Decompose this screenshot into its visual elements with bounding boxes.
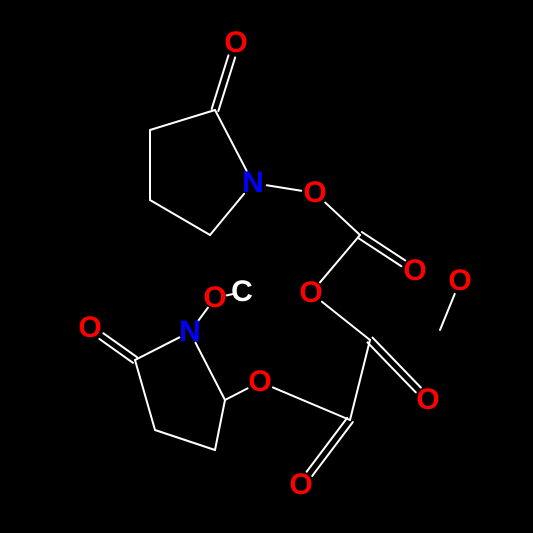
atom-o: O: [416, 383, 439, 417]
atom-o: O: [303, 176, 326, 210]
atom-n: N: [179, 315, 201, 349]
atom-o: O: [203, 281, 226, 315]
atom-o: O: [248, 365, 271, 399]
molecule-canvas: ONOOOCOONOOOO: [0, 0, 533, 533]
atom-o: O: [403, 254, 426, 288]
atom-c: C: [231, 275, 253, 309]
atom-o: O: [224, 26, 247, 60]
atom-o: O: [78, 311, 101, 345]
atom-o: O: [289, 468, 312, 502]
atom-o: O: [448, 264, 471, 298]
atom-o: O: [299, 276, 322, 310]
atom-n: N: [242, 166, 264, 200]
